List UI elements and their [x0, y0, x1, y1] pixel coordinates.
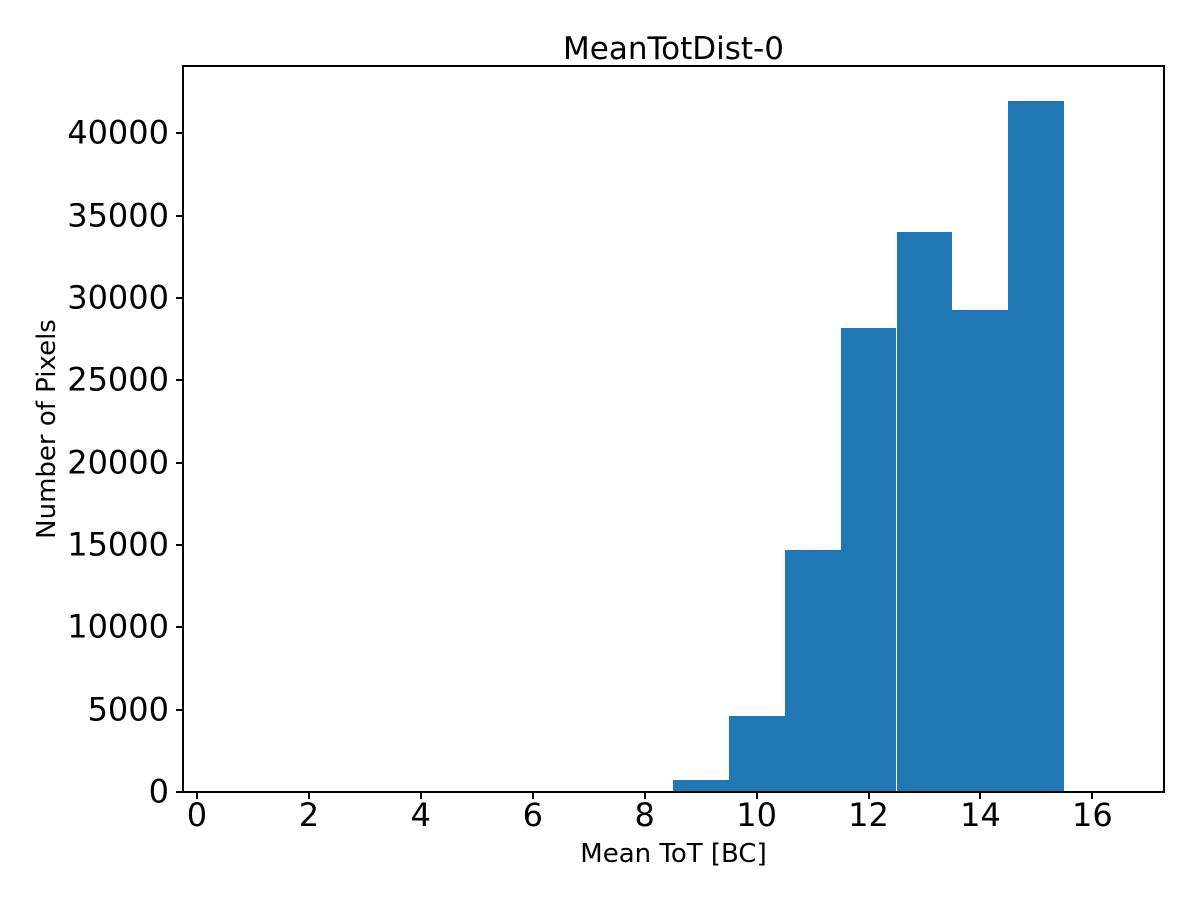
- y-axis-label: Number of Pixels: [32, 319, 62, 539]
- histogram-bar: [784, 550, 841, 792]
- x-tick-label: 14: [960, 796, 1001, 834]
- x-tick-mark: [531, 792, 534, 799]
- y-tick-label: 35000: [67, 196, 169, 235]
- chart-title: MeanTotDist-0: [563, 31, 784, 67]
- y-tick-mark: [176, 297, 183, 300]
- x-tick-label: 12: [848, 796, 889, 834]
- x-tick-mark: [755, 792, 758, 799]
- y-tick-label: 10000: [67, 607, 169, 646]
- x-tick-mark: [867, 792, 870, 799]
- histogram-bar: [840, 327, 897, 792]
- histogram-bar: [336, 791, 393, 792]
- histogram-bar: [672, 780, 729, 792]
- histogram-bar: [1008, 101, 1065, 792]
- y-tick-mark: [176, 791, 183, 793]
- y-tick-label: 0: [148, 772, 169, 811]
- x-tick-mark: [419, 792, 422, 799]
- y-tick-mark: [176, 544, 183, 547]
- x-tick-label: 10: [736, 796, 777, 834]
- x-tick-label: 6: [522, 796, 543, 834]
- y-tick-label: 30000: [67, 278, 169, 317]
- y-tick-label: 25000: [67, 360, 169, 399]
- plot-area: [182, 65, 1165, 793]
- x-tick-mark: [307, 792, 310, 799]
- x-tick-label: 2: [298, 796, 320, 834]
- y-tick-label: 15000: [67, 525, 169, 564]
- x-tick-mark: [643, 792, 646, 799]
- x-tick-mark: [979, 792, 982, 799]
- histogram-bar: [560, 791, 617, 792]
- x-tick-mark: [1091, 792, 1094, 799]
- y-tick-mark: [176, 708, 183, 711]
- y-tick-label: 20000: [67, 443, 169, 482]
- x-tick-mark: [195, 792, 198, 799]
- histogram-bar: [448, 791, 505, 792]
- y-tick-mark: [176, 379, 183, 382]
- x-tick-label: 4: [410, 796, 432, 834]
- histogram-bar: [952, 309, 1009, 792]
- bars-layer: [183, 66, 1164, 792]
- y-tick-label: 5000: [87, 690, 169, 729]
- y-tick-label: 40000: [67, 113, 169, 152]
- x-tick-label: 16: [1072, 796, 1113, 834]
- y-tick-mark: [176, 626, 183, 629]
- histogram-bar: [728, 716, 785, 792]
- y-tick-mark: [176, 461, 183, 464]
- x-tick-label: 8: [634, 796, 655, 834]
- y-tick-mark: [176, 214, 183, 217]
- x-axis-label: Mean ToT [BC]: [580, 839, 767, 869]
- x-tick-label: 0: [186, 796, 208, 834]
- histogram-bar: [896, 232, 953, 792]
- y-tick-mark: [176, 132, 183, 135]
